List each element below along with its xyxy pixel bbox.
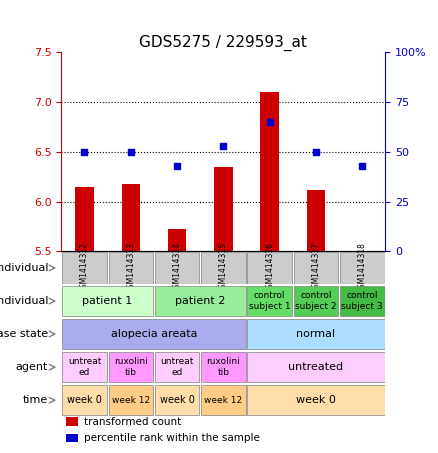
Text: week 12: week 12 [112, 396, 150, 405]
Text: ruxolini
tib: ruxolini tib [114, 357, 148, 377]
Text: GSM1414316: GSM1414316 [265, 242, 274, 294]
FancyBboxPatch shape [109, 252, 153, 284]
Bar [66, 417, 78, 426]
FancyBboxPatch shape [247, 352, 385, 382]
Point [312, 148, 319, 155]
FancyBboxPatch shape [247, 319, 385, 349]
Point [359, 162, 366, 169]
Text: disease state: disease state [0, 329, 48, 339]
Title: GDS5275 / 229593_at: GDS5275 / 229593_at [139, 34, 307, 51]
Text: GSM1414314: GSM1414314 [173, 242, 182, 294]
Bar [66, 434, 78, 443]
Text: ruxolini
tib: ruxolini tib [206, 357, 240, 377]
Text: week 0: week 0 [296, 395, 336, 405]
Text: patient 2: patient 2 [175, 296, 226, 306]
Text: patient 1: patient 1 [82, 296, 133, 306]
FancyBboxPatch shape [62, 319, 246, 349]
FancyBboxPatch shape [340, 286, 385, 316]
Text: GSM1414318: GSM1414318 [358, 242, 367, 294]
FancyBboxPatch shape [294, 286, 338, 316]
FancyBboxPatch shape [155, 252, 199, 284]
Text: GSM1414312: GSM1414312 [80, 242, 89, 294]
Bar [307, 190, 325, 251]
FancyBboxPatch shape [62, 286, 153, 316]
Text: week 0: week 0 [159, 395, 194, 405]
Text: time: time [23, 395, 48, 405]
FancyBboxPatch shape [109, 385, 153, 415]
Bar [75, 187, 94, 251]
Bar [261, 92, 279, 251]
FancyBboxPatch shape [247, 385, 385, 415]
Text: control
subject 3: control subject 3 [342, 291, 383, 311]
Text: week 12: week 12 [204, 396, 243, 405]
Text: GSM1414315: GSM1414315 [219, 242, 228, 294]
FancyBboxPatch shape [201, 352, 246, 382]
Point [173, 162, 180, 169]
Point [266, 118, 273, 125]
Text: agent: agent [16, 362, 48, 372]
FancyBboxPatch shape [201, 385, 246, 415]
Text: transformed count: transformed count [85, 416, 182, 427]
FancyBboxPatch shape [340, 252, 385, 284]
Text: percentile rank within the sample: percentile rank within the sample [85, 433, 260, 443]
Text: untreated: untreated [289, 362, 343, 372]
Text: GSM1414313: GSM1414313 [126, 242, 135, 294]
Text: untreat
ed: untreat ed [160, 357, 194, 377]
Text: individual: individual [0, 296, 48, 306]
Text: week 0: week 0 [67, 395, 102, 405]
FancyBboxPatch shape [201, 252, 246, 284]
Point [127, 148, 134, 155]
FancyBboxPatch shape [155, 286, 246, 316]
FancyBboxPatch shape [294, 252, 338, 284]
Text: alopecia areata: alopecia areata [111, 329, 197, 339]
Point [81, 148, 88, 155]
Text: normal: normal [297, 329, 336, 339]
Text: control
subject 1: control subject 1 [249, 291, 290, 311]
Text: GSM1414317: GSM1414317 [311, 242, 321, 294]
FancyBboxPatch shape [62, 352, 107, 382]
Point [220, 142, 227, 149]
FancyBboxPatch shape [62, 252, 107, 284]
FancyBboxPatch shape [62, 385, 107, 415]
FancyBboxPatch shape [109, 352, 153, 382]
Bar [168, 230, 186, 251]
Text: individual: individual [0, 263, 48, 273]
Text: untreat
ed: untreat ed [68, 357, 101, 377]
FancyBboxPatch shape [247, 252, 292, 284]
Bar [121, 183, 140, 251]
FancyBboxPatch shape [155, 352, 199, 382]
FancyBboxPatch shape [247, 286, 292, 316]
FancyBboxPatch shape [155, 385, 199, 415]
Text: control
subject 2: control subject 2 [295, 291, 337, 311]
Bar [214, 167, 233, 251]
